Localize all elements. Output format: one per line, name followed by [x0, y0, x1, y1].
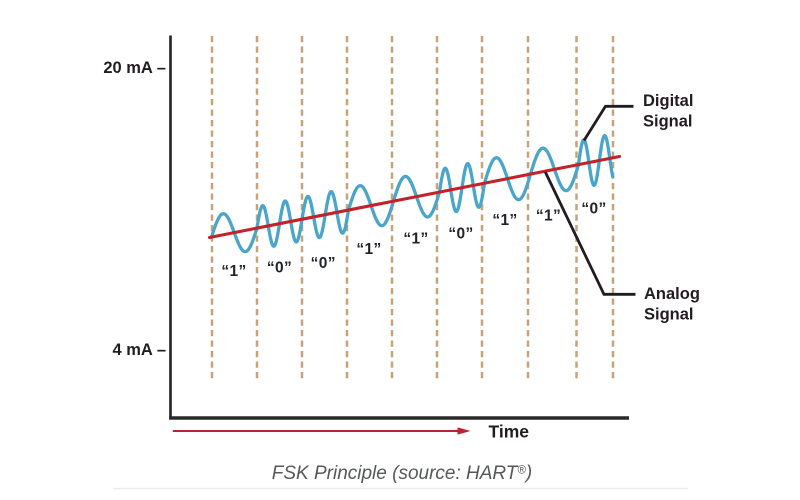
svg-text:20 mA –: 20 mA –	[103, 59, 166, 77]
svg-text:Digital: Digital	[643, 92, 693, 110]
svg-text:“0”: “0”	[581, 200, 606, 217]
svg-text:“0”: “0”	[448, 225, 473, 242]
svg-text:FSK Principle (source: HART®): FSK Principle (source: HART®)	[272, 463, 532, 485]
svg-text:4 mA –: 4 mA –	[113, 341, 167, 359]
svg-text:“0”: “0”	[267, 259, 292, 276]
svg-text:“1”: “1”	[403, 230, 428, 247]
svg-text:“1”: “1”	[221, 263, 246, 280]
svg-text:Signal: Signal	[643, 112, 693, 130]
svg-text:Signal: Signal	[644, 305, 694, 323]
svg-text:Analog: Analog	[644, 285, 700, 303]
svg-text:“1”: “1”	[356, 241, 381, 258]
svg-text:Time: Time	[489, 422, 530, 442]
svg-text:“0”: “0”	[311, 255, 336, 272]
svg-text:“1”: “1”	[492, 212, 517, 229]
svg-text:“1”: “1”	[536, 207, 561, 224]
